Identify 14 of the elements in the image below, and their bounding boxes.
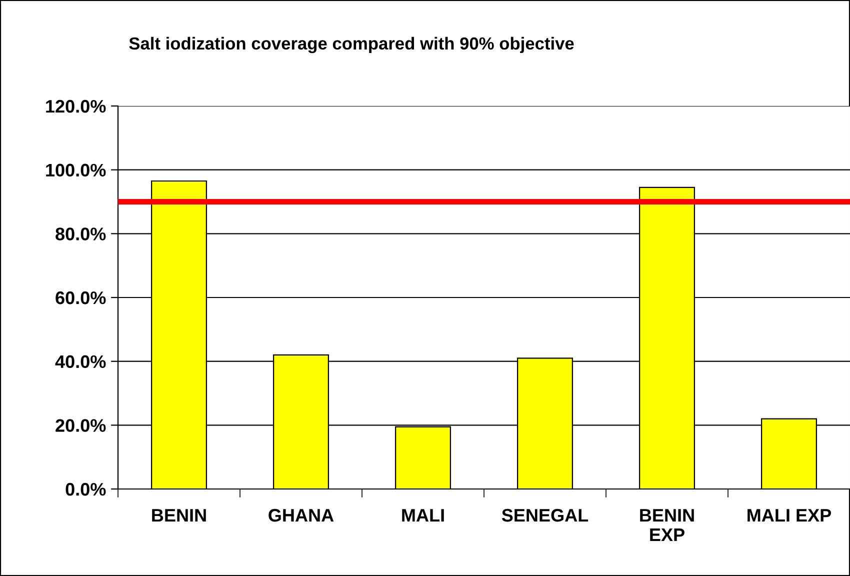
y-tick-label: 120.0% [46,100,106,113]
y-tick-label: 100.0% [46,164,106,177]
x-tick-label: BENIN EXP [640,509,694,541]
x-tick-label: MALI [402,509,444,522]
y-tick-label: 0.0% [66,482,106,496]
y-tick-label: 60.0% [56,291,106,304]
x-tick-label: GHANA [268,508,334,522]
y-tick-label: 80.0% [56,228,106,240]
y-tick-label: 40.0% [55,355,106,368]
x-tick-label: SENEGAL [502,508,588,522]
x-tick-label: BENIN [152,509,206,522]
chart-title: Salt iodization coverage compared with 90% objective [129,36,574,54]
x-tick-label: MALI EXP [748,509,832,522]
y-tick-label: 20.0% [56,419,106,432]
